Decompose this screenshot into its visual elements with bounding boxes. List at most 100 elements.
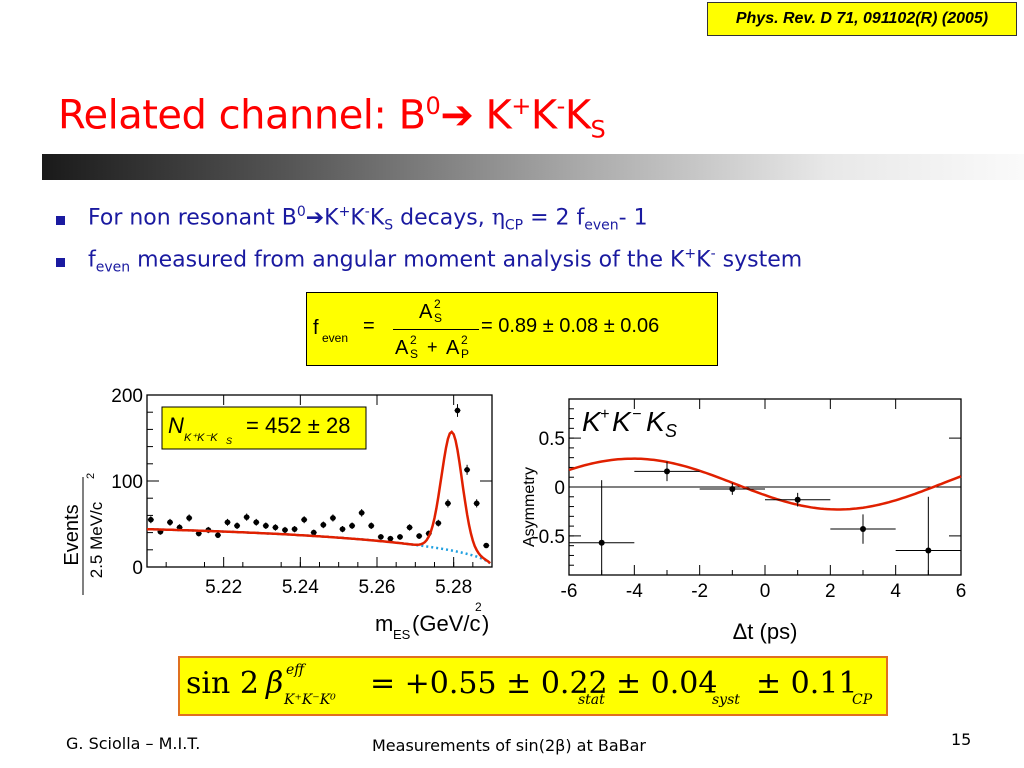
b1-end: - 1 [618, 205, 648, 231]
result-syst: syst [712, 692, 740, 708]
result-syst-value: ± 0.04 [616, 666, 718, 701]
mes-data-point [454, 404, 461, 417]
asym-title-sup-plus: + [600, 406, 609, 423]
asym-xtick-label: 6 [956, 581, 967, 602]
mes-data-point [291, 526, 298, 533]
asym-xtick-label: -6 [561, 581, 578, 602]
title-sub-s: S [590, 115, 606, 144]
b1-sup-minus: - [364, 204, 370, 220]
mes-data-point [262, 522, 269, 529]
mes-data-point [406, 524, 413, 531]
result-beta: β [266, 666, 284, 701]
title-k2: K [530, 92, 557, 139]
mes-data-point [224, 518, 231, 526]
asym-title-k3: K [646, 406, 666, 437]
bullet-1: For non resonant B0➔K+K-KS decays, ηCP =… [88, 204, 648, 234]
formula-den-a-sub: S [410, 347, 419, 361]
title-k: K [473, 92, 512, 139]
mes-ytick-label: 200 [111, 386, 143, 407]
mes-data-point [234, 522, 241, 529]
mes-ytick-label: 0 [132, 558, 143, 579]
mes-data-point [358, 509, 365, 517]
mes-data-point [329, 514, 336, 522]
mes-data-point [416, 533, 423, 539]
mes-ytick-label: 100 [111, 472, 143, 493]
mes-data-point [435, 519, 442, 527]
b2-end: system [715, 247, 803, 273]
b1-k3: K [369, 205, 385, 231]
asym-xtick-label: 2 [825, 581, 836, 602]
asym-data-point [569, 480, 635, 575]
formula-den-b: A [446, 337, 460, 359]
mes-xtick-label: 5.28 [435, 577, 472, 598]
asym-data-point [895, 496, 961, 575]
bullet-square-icon [56, 216, 65, 225]
mes-data-point [444, 499, 451, 508]
asym-ytick-label: -0.5 [532, 527, 565, 548]
asym-xtick-label: 4 [890, 581, 901, 602]
b2-k: K [696, 247, 711, 273]
b1-sub-s: S [384, 217, 394, 234]
formula-den-b-sup: 2 [461, 333, 468, 347]
slide-title: Related channel: B0➔ K+K-KS [58, 92, 606, 144]
mes-fit-curve [147, 430, 491, 565]
asym-ylabel: Asymmetry [521, 467, 538, 547]
result-cp-value: ± 0.11 [756, 666, 858, 701]
mes-xlabel-sup: 2 [475, 600, 482, 614]
b2-sup-minus: - [710, 246, 716, 262]
mes-annotation-sub-s: S [226, 436, 232, 446]
mes-data-point [243, 513, 250, 521]
asym-data-point [699, 483, 765, 495]
asym-title-k2: K [612, 406, 632, 437]
asym-ytick-label: 0.5 [539, 429, 565, 450]
mes-data-point [253, 518, 260, 526]
title-k3: K [564, 92, 591, 139]
b1-sub-cp: CP [504, 217, 524, 234]
b1-sup0: 0 [296, 204, 306, 220]
reference-label: Phys. Rev. D 71, 091102(R) (2005) [707, 2, 1017, 36]
asym-data-point [830, 514, 896, 544]
b2-text: measured from angular moment analysis of… [130, 247, 685, 273]
mes-data-point [377, 534, 384, 540]
mes-ylabel-top: Events [61, 504, 83, 565]
asym-xtick-label: 0 [760, 581, 771, 602]
formula-equals: = [363, 315, 375, 337]
mes-data-point [473, 499, 480, 508]
b1-sup-plus: + [338, 204, 351, 220]
mes-data-point [339, 526, 346, 533]
footer-center-beta: β [555, 736, 566, 755]
asym-xtick-label: -4 [626, 581, 643, 602]
result-value: = +0.55 ± 0.22 [370, 666, 608, 701]
mes-data-point [483, 542, 490, 549]
bullet-square-icon [56, 258, 65, 267]
result-eff: eff [286, 662, 305, 678]
mes-data-point [167, 518, 173, 526]
result-stat: stat [578, 692, 605, 708]
mes-xtick-label: 5.22 [205, 577, 242, 598]
result-sub: K⁺K⁻K⁰ [284, 692, 336, 708]
bullet-2: feven measured from angular moment analy… [88, 246, 802, 276]
mes-annotation-sub: K⁺K⁻K [184, 432, 218, 444]
mes-data-point [397, 534, 403, 540]
mes-annotation-value: = 452 ± 28 [246, 413, 350, 438]
asym-ytick-label: 0 [554, 478, 565, 499]
mes-xlabel-sub: ES [393, 627, 411, 642]
mes-data-point [320, 521, 327, 529]
footer-center-post: ) at BaBar [565, 736, 646, 755]
mes-xtick-label: 5.24 [282, 577, 319, 598]
formula-den-a-sup: 2 [410, 333, 417, 347]
mes-xlabel-unit: (GeV/c [412, 611, 480, 636]
title-sup-minus: - [556, 92, 566, 120]
mes-xlabel-main: m [375, 611, 393, 636]
title-main: Related channel: B [58, 92, 426, 139]
formula-lhs: f [313, 317, 319, 339]
sin2beta-result-box: sin 2 β eff K⁺K⁻K⁰ = +0.55 ± 0.22 stat ±… [178, 656, 888, 716]
b1-k: K [324, 205, 339, 231]
mes-data-point [272, 524, 279, 531]
mes-ylabel-sup: 2 [85, 473, 97, 479]
result-sin: sin 2 [186, 666, 259, 701]
mes-data-point [387, 535, 394, 542]
b1-arrow-icon: ➔ [305, 205, 325, 231]
mes-data-point [310, 529, 317, 536]
formula-plus: + [427, 337, 438, 357]
